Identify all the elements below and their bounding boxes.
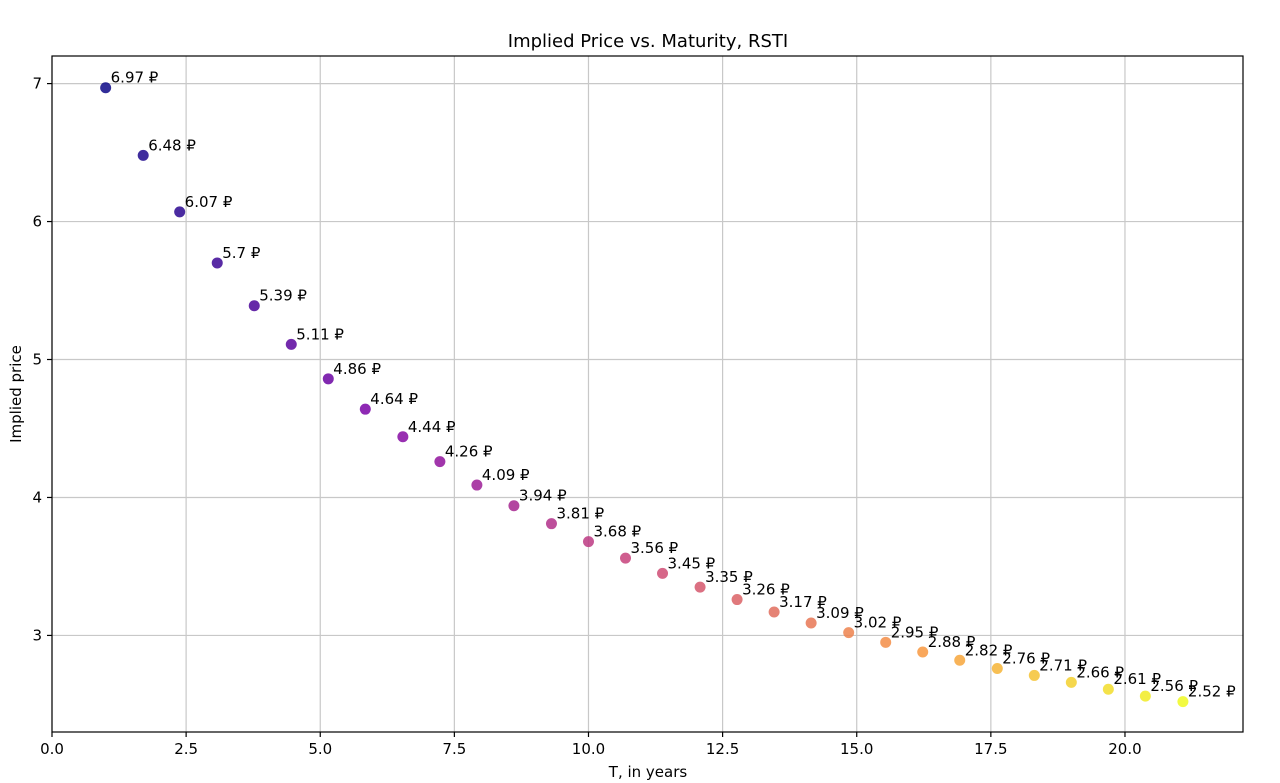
data-label: 2.52 ₽ — [1188, 683, 1236, 701]
data-label: 4.64 ₽ — [370, 390, 418, 408]
data-label: 4.86 ₽ — [333, 360, 381, 378]
data-label: 6.48 ₽ — [148, 136, 196, 154]
data-label: 2.66 ₽ — [1076, 663, 1124, 681]
x-tick-label: 20.0 — [1108, 740, 1141, 758]
data-point — [508, 500, 520, 512]
y-axis-label: Implied price — [7, 345, 25, 443]
data-point — [582, 536, 594, 548]
data-point — [1177, 696, 1189, 708]
x-tick-label: 12.5 — [706, 740, 739, 758]
y-tick-label: 4 — [32, 488, 42, 506]
y-axis: 3 4 5 6 7 — [32, 75, 52, 644]
data-label: 3.02 ₽ — [854, 614, 902, 632]
data-label: 4.09 ₽ — [482, 466, 530, 484]
data-label: 6.07 ₽ — [185, 193, 233, 211]
data-point — [322, 373, 334, 385]
data-point — [359, 403, 371, 415]
data-point — [1102, 683, 1114, 695]
data-label: 2.88 ₽ — [928, 633, 976, 651]
data-label: 2.56 ₽ — [1150, 677, 1198, 695]
data-label: 2.76 ₽ — [1002, 650, 1050, 668]
data-point — [954, 654, 966, 666]
data-labels: 6.97 ₽ 6.48 ₽ 6.07 ₽ 5.7 ₽ 5.39 ₽ 5.11 ₽ 4.86 … — [111, 69, 1236, 701]
data-label: 5.7 ₽ — [222, 244, 261, 262]
x-tick-label: 2.5 — [174, 740, 198, 758]
data-point — [397, 431, 409, 443]
data-label: 2.95 ₽ — [891, 623, 939, 641]
data-label: 3.26 ₽ — [742, 581, 790, 599]
data-point — [620, 552, 632, 564]
data-point — [174, 206, 186, 218]
data-point — [434, 456, 446, 468]
data-label: 6.97 ₽ — [111, 69, 159, 87]
x-tick-label: 5.0 — [308, 740, 332, 758]
x-axis: 0.0 2.5 5.0 7.5 10.0 12.5 15.0 17.5 20.0 — [40, 732, 1142, 758]
data-point — [1139, 690, 1151, 702]
x-axis-label: T, in years — [608, 763, 688, 781]
y-tick-label: 5 — [32, 351, 42, 369]
data-point — [880, 636, 892, 648]
data-point — [917, 646, 929, 658]
data-label: 2.82 ₽ — [965, 641, 1013, 659]
data-label: 4.44 ₽ — [408, 418, 456, 436]
data-point — [1065, 676, 1077, 688]
data-point — [843, 627, 855, 639]
data-point — [545, 518, 557, 530]
data-point — [805, 617, 817, 629]
data-label: 3.94 ₽ — [519, 487, 567, 505]
x-tick-label: 10.0 — [572, 740, 605, 758]
x-tick-label: 0.0 — [40, 740, 64, 758]
data-point — [211, 257, 223, 269]
plot-frame — [51, 55, 1244, 733]
x-tick-label: 7.5 — [442, 740, 466, 758]
data-label: 2.71 ₽ — [1039, 656, 1087, 674]
data-point — [694, 581, 706, 593]
data-label: 4.26 ₽ — [445, 443, 493, 461]
data-points — [100, 82, 1189, 708]
y-tick-label: 6 — [32, 213, 42, 231]
data-point — [285, 338, 297, 350]
data-label: 3.09 ₽ — [816, 604, 864, 622]
data-label: 3.81 ₽ — [556, 505, 604, 523]
data-point — [991, 663, 1003, 675]
data-point — [100, 82, 112, 94]
x-tick-label: 17.5 — [974, 740, 1007, 758]
y-tick-label: 7 — [32, 75, 42, 93]
data-point — [657, 567, 669, 579]
data-label: 5.39 ₽ — [259, 287, 307, 305]
data-label: 3.17 ₽ — [779, 593, 827, 611]
data-point — [137, 149, 149, 161]
data-label: 3.35 ₽ — [705, 568, 753, 586]
grid-lines — [51, 56, 1243, 732]
data-point — [768, 606, 780, 618]
data-label: 5.11 ₽ — [296, 325, 344, 343]
chart-title: Implied Price vs. Maturity, RSTI — [508, 31, 788, 52]
data-label: 3.56 ₽ — [631, 539, 679, 557]
data-label: 3.45 ₽ — [668, 554, 716, 572]
data-point — [1028, 669, 1040, 681]
data-point — [248, 300, 260, 312]
x-tick-label: 15.0 — [840, 740, 873, 758]
data-label: 3.68 ₽ — [593, 523, 641, 541]
data-point — [731, 594, 743, 606]
y-tick-label: 3 — [32, 626, 42, 644]
data-label: 2.61 ₽ — [1113, 670, 1161, 688]
data-point — [471, 479, 483, 491]
